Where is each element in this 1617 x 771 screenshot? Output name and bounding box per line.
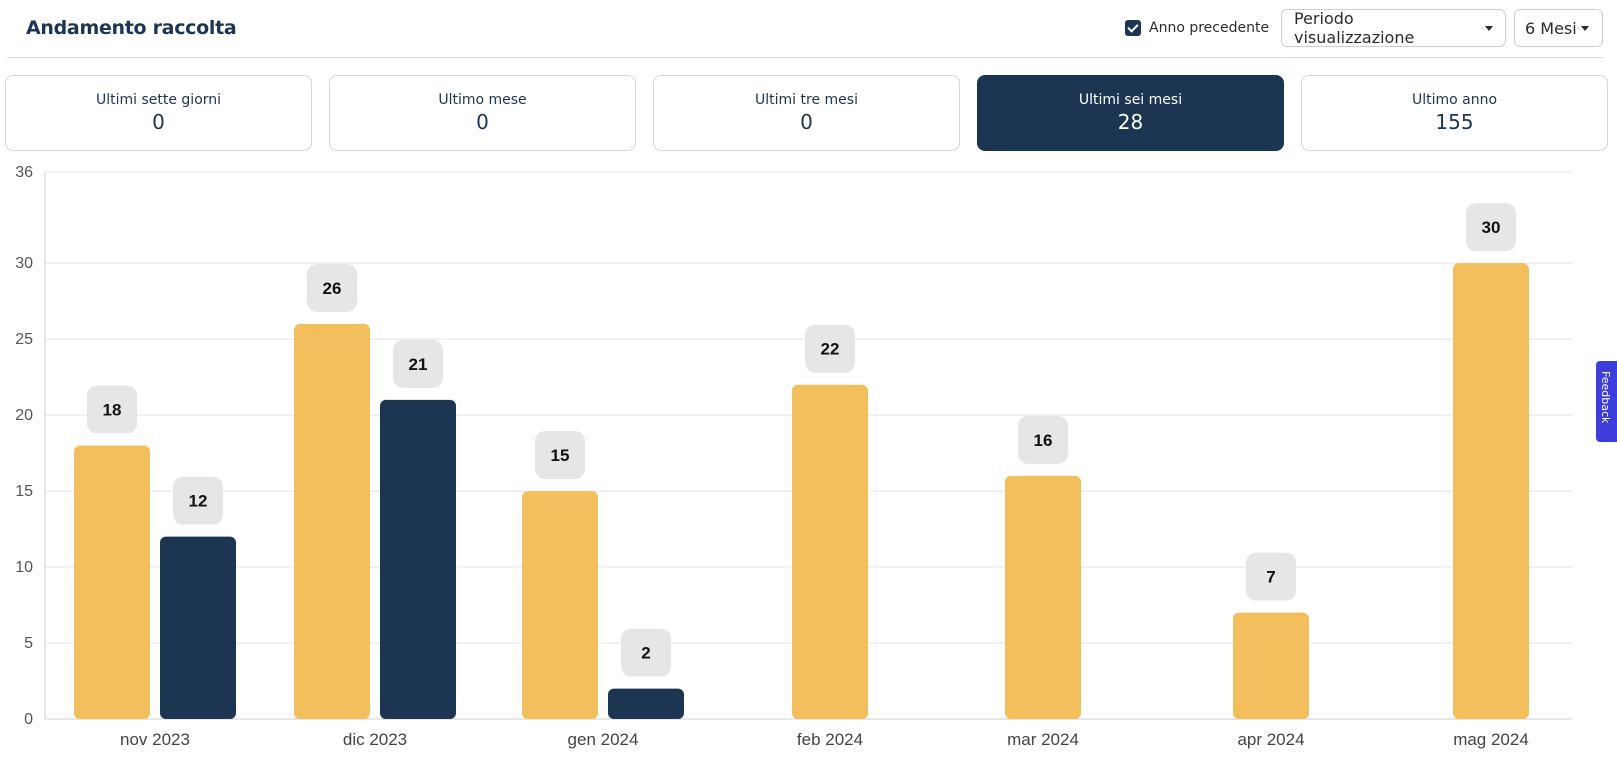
- x-tick-label: feb 2024: [797, 730, 863, 749]
- chart-header: Andamento raccolta Anno precedente Perio…: [0, 0, 1604, 58]
- collection-bar-chart: 0 5 10 15 20 25 30 36 nov 2023 dic 2023 gen 2024 fe…: [15, 164, 1572, 749]
- y-tick-label: 5: [24, 635, 33, 652]
- y-tick-label: 25: [15, 331, 33, 348]
- data-label-box: [621, 628, 671, 677]
- card-value: 0: [152, 110, 165, 134]
- card-last-six-months[interactable]: Ultimi sei mesi 28: [977, 75, 1284, 151]
- data-label-box: [1018, 415, 1068, 464]
- header-divider: [7, 57, 1604, 58]
- bar: [74, 445, 150, 719]
- y-tick-label: 10: [15, 559, 33, 576]
- y-tick-label: 36: [15, 164, 33, 181]
- card-label: Ultimi tre mesi: [755, 92, 858, 108]
- data-label-box: [535, 431, 585, 480]
- data-label-box: [307, 263, 357, 312]
- previous-year-label: Anno precedente: [1149, 20, 1270, 36]
- data-label-box: [805, 324, 855, 373]
- card-last-year[interactable]: Ultimo anno 155: [1301, 75, 1608, 151]
- months-dropdown-label: 6 Mesi: [1525, 18, 1577, 38]
- data-label: 12: [189, 492, 208, 511]
- data-label: 7: [1266, 568, 1275, 587]
- card-label: Ultimo mese: [438, 92, 527, 108]
- bar: [1233, 612, 1309, 719]
- data-label: 26: [323, 279, 342, 298]
- x-tick-label: mar 2024: [1007, 730, 1079, 749]
- bar: [608, 688, 684, 719]
- months-dropdown[interactable]: 6 Mesi: [1514, 9, 1603, 47]
- bar: [522, 491, 598, 719]
- y-tick-label: 0: [24, 711, 33, 728]
- data-label: 16: [1034, 431, 1053, 450]
- y-tick-label: 15: [15, 483, 33, 500]
- bar: [294, 323, 370, 719]
- card-last-three-months[interactable]: Ultimi tre mesi 0: [653, 75, 960, 151]
- previous-year-checkbox[interactable]: [1125, 20, 1141, 36]
- y-tick-label: 20: [15, 407, 33, 424]
- y-tick-label: 30: [15, 255, 33, 272]
- x-tick-label: gen 2024: [568, 730, 639, 749]
- page-title: Andamento raccolta: [26, 17, 237, 39]
- card-last-month[interactable]: Ultimo mese 0: [329, 75, 636, 151]
- data-label-box: [173, 476, 223, 525]
- x-tick-label: apr 2024: [1237, 730, 1304, 749]
- data-label: 18: [103, 401, 122, 420]
- chevron-down-icon: [1580, 25, 1589, 31]
- period-dropdown[interactable]: Periodo visualizzazione: [1281, 9, 1506, 47]
- card-label: Ultimo anno: [1411, 92, 1498, 108]
- chevron-down-icon: [1485, 25, 1493, 31]
- x-tick-label: mag 2024: [1453, 730, 1529, 749]
- feedback-label: Feedback: [1599, 371, 1612, 424]
- x-tick-label: nov 2023: [120, 730, 190, 749]
- bar: [792, 384, 868, 719]
- card-label: Ultimi sette giorni: [95, 92, 222, 108]
- card-label: Ultimi sei mesi: [1078, 92, 1183, 108]
- previous-year-toggle[interactable]: Anno precedente: [1125, 20, 1269, 36]
- data-label: 21: [409, 355, 428, 374]
- feedback-tab[interactable]: Feedback: [1596, 361, 1617, 442]
- bar: [160, 536, 236, 719]
- card-value: 0: [800, 110, 813, 134]
- data-label: 15: [551, 446, 570, 465]
- card-value: 28: [1117, 110, 1144, 134]
- card-last-seven-days[interactable]: Ultimi sette giorni 0: [5, 75, 312, 151]
- data-label: 2: [641, 644, 650, 663]
- card-value: 155: [1435, 110, 1474, 134]
- bar: [1005, 475, 1081, 719]
- data-label-box: [1246, 552, 1296, 601]
- data-label: 30: [1482, 218, 1501, 237]
- x-tick-label: dic 2023: [343, 730, 407, 749]
- data-label-box: [1466, 203, 1516, 252]
- bar: [380, 399, 456, 719]
- period-dropdown-label: Periodo visualizzazione: [1294, 9, 1415, 47]
- card-value: 0: [476, 110, 489, 134]
- data-label: 22: [821, 340, 840, 359]
- bar: [1453, 263, 1529, 719]
- data-label-box: [393, 339, 443, 388]
- data-label-box: [87, 385, 137, 434]
